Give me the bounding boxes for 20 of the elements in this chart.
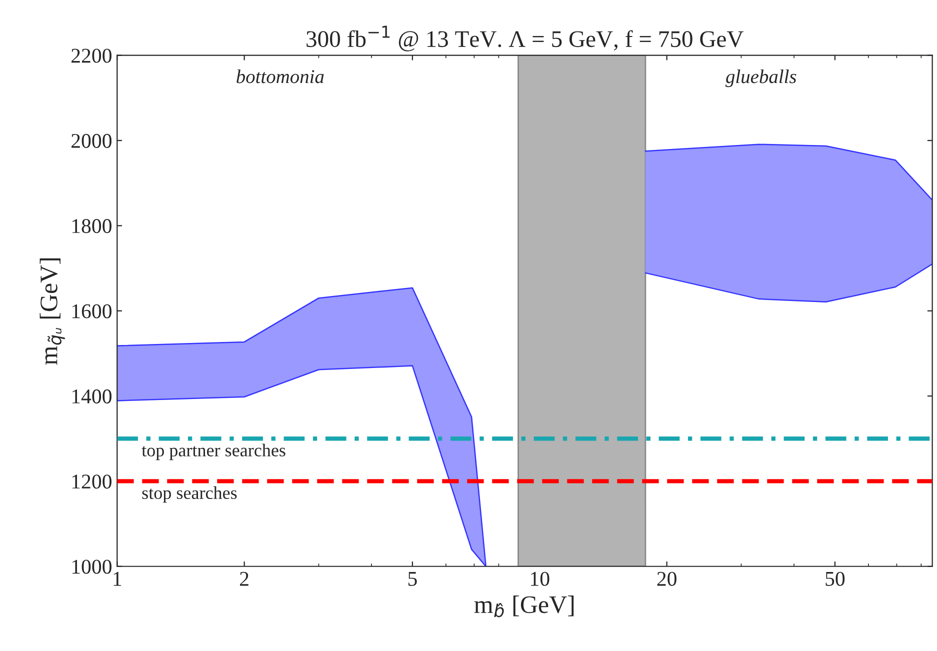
x-tick-label: 2: [240, 572, 248, 586]
x-axis-title: m$_{b̂}$ [GeV]: [474, 596, 574, 618]
x-tick-label: 10: [531, 572, 550, 586]
y-tick-label: 1400: [72, 389, 112, 404]
y-tick-label: 1200: [72, 474, 112, 489]
ref-line-label: top partner searches: [142, 444, 286, 460]
y-tick-label: 2000: [72, 134, 112, 148]
y-tick-label: 1800: [72, 219, 112, 234]
annotation: glueballs: [725, 70, 796, 88]
y-tick-label: 2200: [72, 48, 112, 63]
y-axis-title: m$_{q̃ᵤ}$ [GeV]: [40, 258, 65, 365]
ref-line-label: stop searches: [142, 486, 237, 503]
y-tick-label: 1600: [72, 304, 112, 318]
annotation: bottomonia: [236, 70, 324, 84]
x-tick-label: 1: [114, 572, 122, 586]
y-tick-label: 1000: [72, 560, 112, 574]
chart-title: 300 fb$^{−1}$ @ 13 TeV. Λ = 5 GeV, f = 750 GeV: [306, 26, 744, 52]
x-tick-label: 50: [826, 572, 845, 586]
x-tick-label: 20: [657, 572, 676, 586]
x-tick-label: 5: [408, 572, 417, 586]
